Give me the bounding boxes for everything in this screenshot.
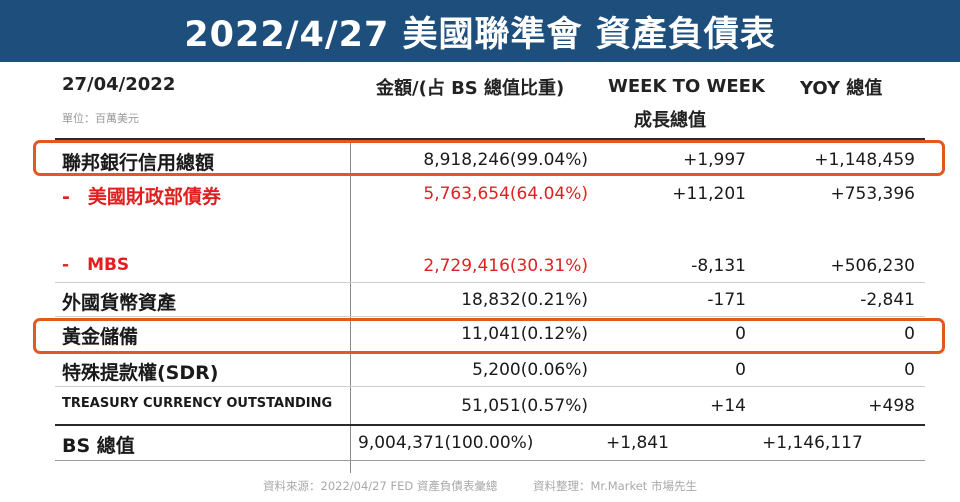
page-title: 2022/4/27 美國聯準會 資產負債表 — [184, 14, 776, 55]
balance-sheet-table: 27/04/2022 單位：百萬美元 金額/(占 BS 總值比重) WEEK T… — [0, 62, 960, 502]
row-label: TREASURY CURRENCY OUTSTANDING — [62, 396, 333, 411]
footer-note: 資料來源：2022/04/27 FED 資產負債表彙總 資料整理：Mr.Mark… — [0, 478, 960, 494]
unit-note: 單位：百萬美元 — [62, 112, 139, 125]
title-banner: 2022/4/27 美國聯準會 資產負債表 — [0, 0, 960, 62]
row-label: 黃金儲備 — [62, 326, 139, 348]
row-prefix: - — [62, 186, 70, 208]
table-date: 27/04/2022 — [62, 74, 176, 95]
table-row: 外國貨幣資產 18,832(0.21%) -171 -2,841 — [0, 286, 960, 314]
row-label-text: MBS — [87, 255, 130, 275]
col-header-wow-sub: 成長總值 — [634, 110, 706, 131]
row-label: - 美國財政部債券 — [62, 182, 221, 209]
row-yoy: +506,230 — [830, 256, 915, 276]
col-header-wow: WEEK TO WEEK — [608, 76, 765, 97]
row-amount: 51,051(0.57%) — [461, 396, 588, 416]
row-yoy: +1,148,459 — [814, 150, 915, 170]
row-yoy: 0 — [904, 324, 915, 344]
bottom-rule — [55, 460, 925, 461]
table-row: - 美國財政部債券 5,763,654(64.04%) +11,201 +753,… — [0, 180, 960, 208]
row-wow: +11,201 — [672, 184, 746, 204]
row-label: 聯邦銀行信用總額 — [62, 152, 215, 174]
footer-compiled: 資料整理：Mr.Market 市場先生 — [533, 479, 697, 493]
row-wow: -8,131 — [691, 256, 746, 276]
highlight-box-total-credit — [33, 140, 945, 176]
row-label: 外國貨幣資產 — [62, 292, 177, 314]
column-divider — [350, 143, 351, 473]
row-wow: -171 — [707, 290, 746, 310]
row-yoy: +753,396 — [830, 184, 915, 204]
row-amount: 5,763,654(64.04%) — [423, 184, 588, 204]
row-amount: 8,918,246(99.04%) — [423, 150, 588, 170]
highlight-box-gold — [33, 318, 945, 354]
total-wow: +1,841 — [606, 433, 669, 453]
header-rule — [55, 138, 925, 140]
col-header-amount: 金額/(占 BS 總值比重) — [376, 78, 565, 99]
col-header-yoy: YOY 總值 — [800, 78, 883, 99]
row-divider — [55, 386, 925, 387]
row-amount: 11,041(0.12%) — [461, 324, 588, 344]
total-yoy: +1,146,117 — [762, 433, 863, 453]
row-divider — [55, 316, 925, 317]
total-rule — [55, 424, 925, 426]
table-row: 特殊提款權(SDR) 5,200(0.06%) 0 0 — [0, 356, 960, 384]
total-amount: 9,004,371(100.00%) — [358, 433, 534, 453]
table-row: TREASURY CURRENCY OUTSTANDING 51,051(0.5… — [0, 392, 960, 420]
row-yoy: -2,841 — [860, 290, 915, 310]
total-label: BS 總值 — [62, 435, 135, 457]
footer-source: 資料來源：2022/04/27 FED 資產負債表彙總 — [263, 479, 498, 493]
table-row: 聯邦銀行信用總額 8,918,246(99.04%) +1,997 +1,148… — [0, 146, 960, 174]
total-row: BS 總值 9,004,371(100.00%) +1,841 +1,146,1… — [0, 428, 960, 458]
row-yoy: 0 — [904, 360, 915, 380]
row-wow: 0 — [735, 360, 746, 380]
row-prefix: - — [62, 255, 70, 275]
row-label: - MBS — [62, 255, 129, 275]
row-wow: +1,997 — [683, 150, 746, 170]
row-amount: 2,729,416(30.31%) — [423, 256, 588, 276]
row-label: 特殊提款權(SDR) — [62, 362, 219, 384]
table-row: - MBS 2,729,416(30.31%) -8,131 +506,230 — [0, 252, 960, 280]
row-yoy: +498 — [868, 396, 915, 416]
row-amount: 18,832(0.21%) — [461, 290, 588, 310]
row-divider — [55, 282, 925, 283]
row-label-text: 美國財政部債券 — [87, 186, 221, 208]
row-wow: +14 — [710, 396, 746, 416]
row-amount: 5,200(0.06%) — [472, 360, 588, 380]
table-row: 黃金儲備 11,041(0.12%) 0 0 — [0, 320, 960, 348]
row-wow: 0 — [735, 324, 746, 344]
